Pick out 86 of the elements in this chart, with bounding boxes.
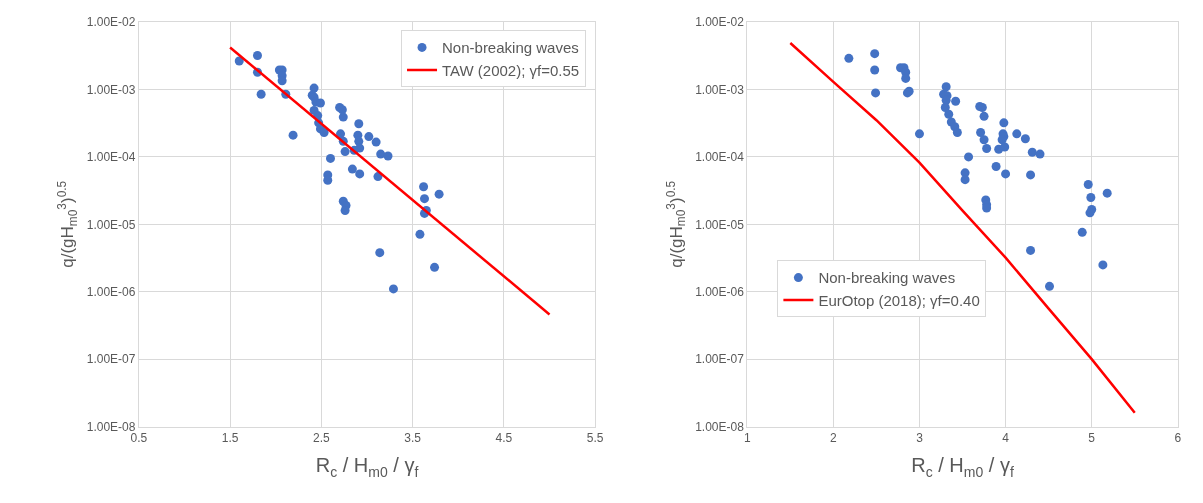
- y-tick-label: 1.00E-05: [86, 217, 136, 232]
- x-tick-label: 1: [743, 430, 751, 445]
- point: [355, 169, 365, 179]
- point: [326, 153, 335, 163]
- point: [1102, 188, 1112, 198]
- point: [419, 182, 429, 192]
- x-axis-title: R$_{c}$ / H$_{m0}$ / γ$_{f}$: [911, 454, 1014, 480]
- point: [434, 189, 444, 199]
- y-tick-label: 1.00E-05: [695, 217, 745, 232]
- legend-label: TAW (2002); γf=0.55: [442, 61, 580, 79]
- y-tick-label: 1.00E-08: [695, 419, 745, 434]
- legend-label: Non-breaking waves: [818, 269, 956, 287]
- point: [870, 49, 880, 59]
- y-tick-label: 1.00E-07: [695, 352, 745, 367]
- point: [364, 132, 374, 142]
- line-series: [789, 41, 1136, 414]
- x-tick-label: 3.5: [404, 430, 422, 445]
- point: [1000, 142, 1010, 152]
- point: [256, 89, 266, 99]
- point: [1077, 227, 1087, 237]
- point: [252, 50, 262, 60]
- point: [338, 112, 348, 122]
- point: [914, 129, 924, 139]
- y-tick-label: 1.00E-02: [86, 15, 136, 30]
- point: [1098, 260, 1108, 270]
- legend-label: EurOtop (2018); γf=0.40: [818, 291, 980, 309]
- x-tick-label: 3: [916, 430, 924, 445]
- point: [354, 119, 364, 129]
- point: [999, 118, 1009, 128]
- point: [375, 248, 385, 258]
- point: [1026, 245, 1036, 255]
- x-tick-label: 1.5: [221, 430, 239, 445]
- point: [1020, 134, 1030, 144]
- point: [383, 151, 393, 161]
- point: [1086, 192, 1096, 202]
- x-tick-label: 5.5: [586, 430, 604, 445]
- x-tick-label: 5: [1088, 430, 1096, 445]
- point: [979, 111, 989, 121]
- point: [288, 130, 298, 140]
- point: [1045, 281, 1054, 291]
- point: [1083, 179, 1093, 189]
- point: [1027, 147, 1037, 157]
- point: [940, 103, 950, 113]
- y-tick-label: 1.00E-02: [695, 15, 745, 30]
- point: [1085, 208, 1095, 218]
- point: [340, 206, 350, 216]
- point: [952, 128, 962, 138]
- point: [976, 128, 986, 138]
- point: [951, 96, 961, 106]
- x-axis-title: R$_{c}$ / H$_{m0}$ / γ$_{f}$: [315, 454, 419, 480]
- y-tick-label: 1.00E-04: [695, 150, 745, 165]
- y-tick-label: 1.00E-04: [86, 150, 136, 165]
- point: [979, 135, 989, 145]
- point: [319, 128, 329, 138]
- point: [1012, 129, 1022, 139]
- y-tick-label: 1.00E-03: [695, 82, 745, 97]
- x-tick-label: 4.5: [495, 430, 513, 445]
- y-tick-label: 1.00E-06: [695, 284, 745, 299]
- x-tick-label: 2.5: [313, 430, 331, 445]
- point: [871, 88, 881, 98]
- point: [964, 152, 974, 162]
- x-tick-label: 6: [1174, 430, 1182, 445]
- point: [371, 137, 381, 147]
- y-tick-label: 1.00E-03: [86, 82, 136, 97]
- y-tick-label: 1.00E-06: [86, 284, 136, 299]
- point: [944, 109, 954, 119]
- point: [376, 149, 386, 159]
- x-tick-label: 4: [1002, 430, 1010, 445]
- point: [415, 229, 425, 239]
- point: [941, 82, 951, 92]
- point: [419, 194, 429, 204]
- y-tick-label: 1.00E-07: [86, 352, 136, 367]
- point: [430, 262, 440, 272]
- point: [388, 284, 398, 294]
- point: [844, 53, 854, 63]
- point: [347, 164, 357, 174]
- point: [982, 144, 992, 154]
- point: [991, 162, 1001, 172]
- point: [340, 147, 350, 157]
- point: [1001, 169, 1011, 179]
- point: [870, 65, 880, 75]
- point: [1026, 170, 1036, 180]
- x-tick-label: 2: [830, 430, 838, 445]
- point: [1035, 149, 1045, 159]
- point: [960, 175, 970, 185]
- legend-label: Non-breaking waves: [442, 39, 579, 57]
